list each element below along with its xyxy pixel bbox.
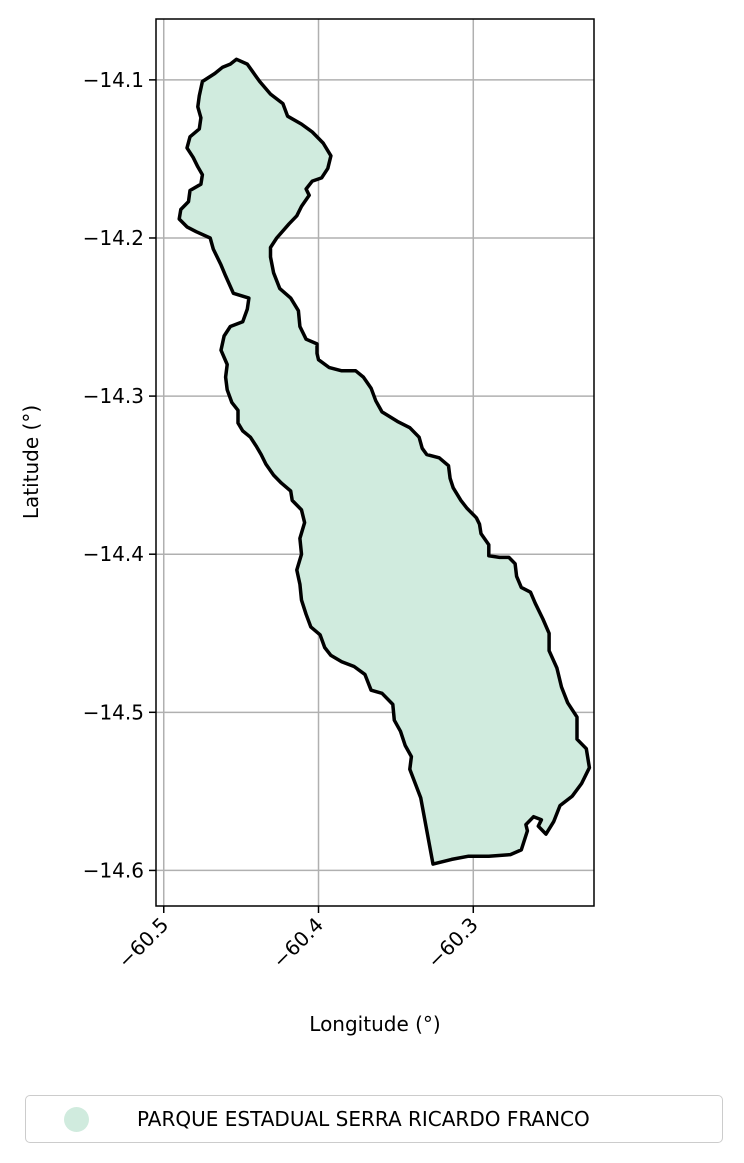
y-tick-label: −14.1: [83, 68, 144, 92]
y-tick-label: −14.3: [83, 384, 144, 408]
y-tick-label: −14.4: [83, 542, 144, 566]
legend-entry-label: PARQUE ESTADUAL SERRA RICARDO FRANCO: [137, 1107, 590, 1131]
x-tick-label: −60.5: [113, 913, 173, 973]
map-figure: −60.5 −60.4 −60.3 −14.1−14.2−14.3−14.4−14.…: [19, 18, 595, 1036]
x-tick-label: −60.3: [423, 913, 483, 973]
x-tick-label: −60.4: [268, 913, 328, 973]
y-axis-label: Latitude (°): [19, 405, 43, 519]
y-axis: −14.1 −14.2 −14.3 −14.4 −14.5 −14.6: [83, 68, 156, 882]
legend-marker: [64, 1106, 89, 1132]
park-boundary-polygon: [177, 57, 592, 866]
plot-frame: [155, 18, 595, 907]
y-tick-label: −14.6: [83, 858, 144, 882]
legend: PARQUE ESTADUAL SERRA RICARDO FRANCO: [25, 1095, 723, 1143]
y-tick-label: −14.5: [83, 700, 144, 724]
x-axis: −60.5 −60.4 −60.3: [113, 906, 483, 973]
x-axis-label: Longitude (°): [309, 1012, 440, 1036]
y-tick-label: −14.2: [83, 226, 144, 250]
